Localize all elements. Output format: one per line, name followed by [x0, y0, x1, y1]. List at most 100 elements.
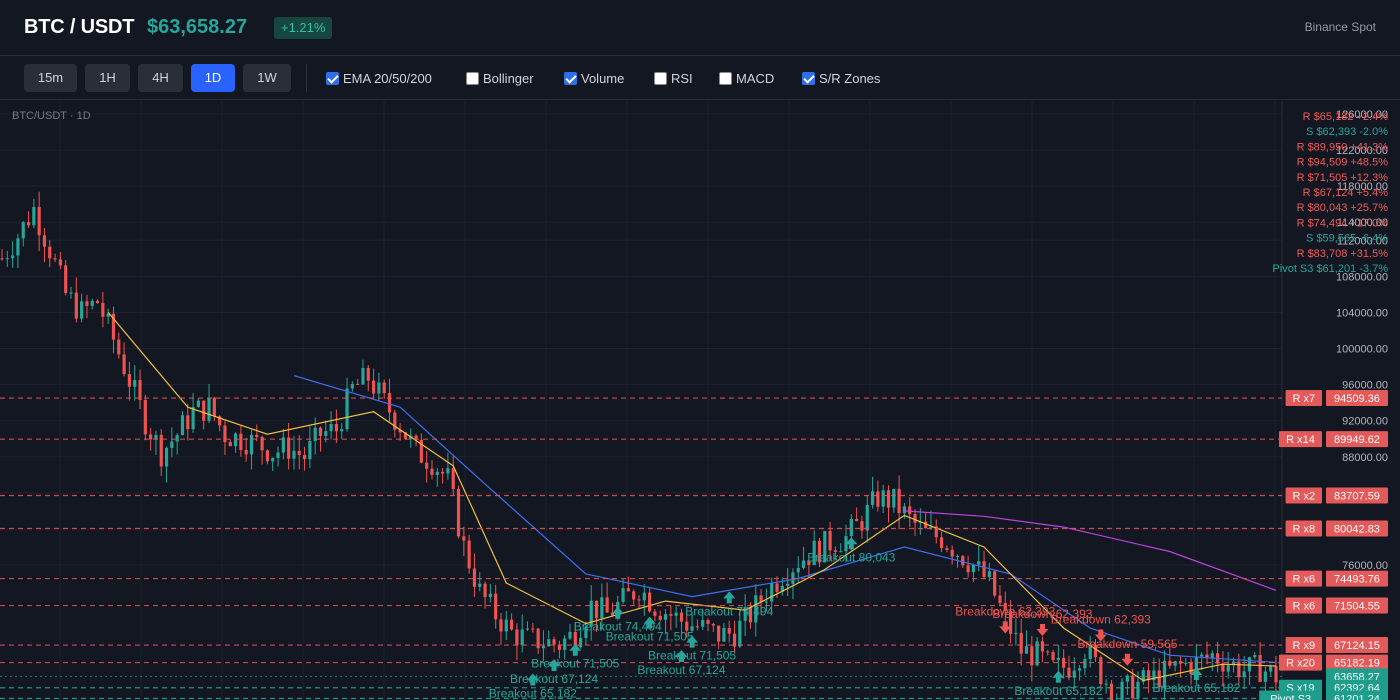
candle-body[interactable] [929, 526, 933, 529]
candle-body[interactable] [1173, 661, 1177, 666]
candle-body[interactable] [653, 611, 657, 616]
candle-body[interactable] [568, 631, 572, 639]
candle-body[interactable] [42, 235, 47, 247]
candle-body[interactable] [371, 380, 376, 394]
candle-body[interactable] [69, 292, 73, 294]
candle-body[interactable] [462, 536, 466, 541]
candle-body[interactable] [16, 238, 20, 256]
candle-body[interactable] [488, 593, 492, 598]
candle-body[interactable] [1131, 675, 1135, 699]
candle-body[interactable] [541, 646, 546, 649]
candle-body[interactable] [796, 567, 800, 573]
price-chart[interactable]: 126000.00 122000.00 118000.00 114000.00 1120… [0, 101, 1400, 700]
candle-body[interactable] [1221, 663, 1225, 672]
candle-body[interactable] [95, 300, 100, 304]
candle-body[interactable] [754, 595, 758, 623]
candle-body[interactable] [276, 452, 280, 458]
candle-body[interactable] [993, 571, 997, 596]
indicator-macd-toggle[interactable]: MACD [719, 70, 774, 86]
candle-body[interactable] [637, 599, 641, 601]
candle-body[interactable] [430, 468, 434, 475]
candle-body[interactable] [494, 593, 498, 620]
candle-body[interactable] [536, 628, 540, 649]
indicator-bollinger-toggle[interactable]: Bollinger [466, 70, 534, 86]
candle-body[interactable] [690, 626, 694, 631]
candle-body[interactable] [504, 619, 508, 632]
candle-body[interactable] [472, 568, 477, 587]
candle-body[interactable] [340, 429, 344, 432]
candle-body[interactable] [32, 206, 36, 226]
candle-body[interactable] [26, 222, 31, 226]
candle-body[interactable] [748, 607, 753, 623]
bollinger-checkbox[interactable] [466, 71, 479, 85]
candle-body[interactable] [154, 434, 158, 440]
candle-body[interactable] [0, 258, 4, 260]
candle-body[interactable] [467, 540, 471, 569]
candle-body[interactable] [202, 400, 206, 421]
candle-body[interactable] [1141, 670, 1145, 682]
candle-body[interactable] [1269, 666, 1273, 672]
indicator-ema-toggle[interactable]: EMA 20/50/200 [326, 70, 432, 86]
candle-body[interactable] [573, 631, 577, 648]
sr-zones-checkbox[interactable] [802, 71, 815, 85]
candle-body[interactable] [881, 490, 885, 507]
candle-body[interactable] [191, 407, 195, 430]
candle-body[interactable] [74, 292, 78, 319]
candle-body[interactable] [260, 436, 264, 451]
volume-checkbox[interactable] [564, 71, 577, 85]
timeframe-4h-button[interactable]: 4H [138, 64, 183, 92]
candle-body[interactable] [425, 462, 429, 469]
candle-body[interactable] [1109, 683, 1114, 700]
candle-body[interactable] [1274, 666, 1278, 683]
candle-body[interactable] [706, 620, 710, 624]
candle-body[interactable] [759, 595, 763, 603]
candle-body[interactable] [732, 633, 737, 647]
candle-body[interactable] [876, 491, 880, 507]
timeframe-1w-button[interactable]: 1W [243, 64, 291, 92]
candle-body[interactable] [435, 471, 439, 475]
candle-body[interactable] [345, 388, 349, 430]
candle-body[interactable] [1120, 681, 1124, 700]
candle-body[interactable] [982, 561, 986, 577]
candle-body[interactable] [80, 301, 84, 319]
indicator-volume-toggle[interactable]: Volume [564, 70, 624, 86]
candle-body[interactable] [149, 434, 153, 440]
candle-body[interactable] [53, 258, 57, 260]
candle-body[interactable] [159, 434, 163, 467]
candle-body[interactable] [356, 384, 360, 386]
candle-body[interactable] [817, 540, 822, 563]
candle-body[interactable] [966, 565, 970, 573]
candle-body[interactable] [563, 638, 567, 650]
candle-body[interactable] [122, 354, 126, 375]
candle-body[interactable] [1237, 661, 1241, 678]
candle-body[interactable] [1242, 671, 1246, 678]
candle-body[interactable] [446, 468, 450, 474]
candle-body[interactable] [669, 614, 673, 616]
candle-body[interactable] [11, 255, 15, 259]
candle-body[interactable] [318, 427, 323, 436]
candle-body[interactable] [727, 627, 731, 634]
candle-body[interactable] [1051, 652, 1055, 661]
candle-body[interactable] [839, 551, 843, 553]
candle-body[interactable] [801, 560, 806, 568]
candle-body[interactable] [717, 625, 721, 642]
candle-body[interactable] [786, 583, 790, 586]
candle-body[interactable] [403, 432, 408, 439]
candle-body[interactable] [1247, 657, 1252, 672]
candle-body[interactable] [557, 644, 561, 650]
candle-body[interactable] [902, 506, 907, 514]
candle-body[interactable] [1040, 641, 1045, 652]
candle-body[interactable] [334, 423, 339, 432]
candle-body[interactable] [419, 439, 423, 463]
candle-body[interactable] [21, 222, 25, 239]
candle-body[interactable] [579, 637, 583, 648]
candle-body[interactable] [1030, 646, 1034, 666]
rsi-checkbox[interactable] [654, 71, 667, 85]
candle-body[interactable] [1067, 667, 1071, 678]
candle-body[interactable] [584, 626, 588, 638]
candle-body[interactable] [1019, 632, 1023, 654]
candle-body[interactable] [106, 313, 110, 317]
candle-body[interactable] [366, 368, 370, 381]
candle-body[interactable] [695, 626, 699, 628]
candle-body[interactable] [271, 457, 275, 462]
